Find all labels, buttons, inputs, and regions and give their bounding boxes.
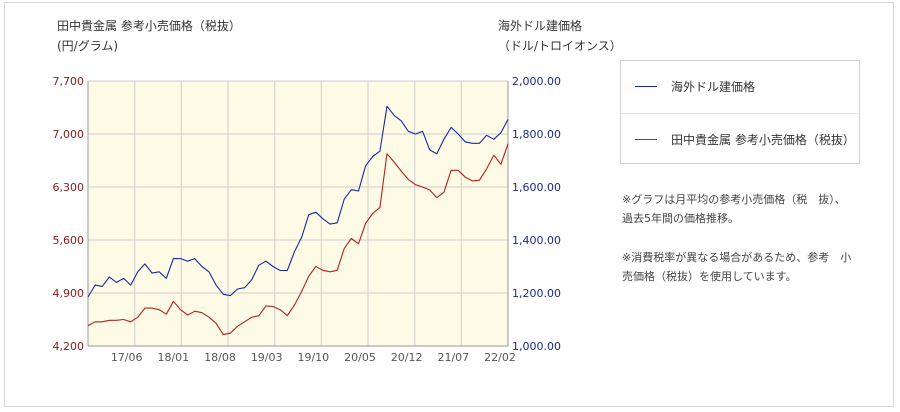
note-tax: ※消費税率が異なる場合があるため、参考 小売価格（税抜）を使用しています。 <box>622 251 852 283</box>
right-tick-label: 1,400.00 <box>512 234 561 247</box>
right-tick-label: 1,000.00 <box>512 340 561 353</box>
left-axis-title: 田中貴金属 参考小売価格（税抜） <box>57 19 241 33</box>
x-tick-label: 19/03 <box>251 351 283 364</box>
legend-swatch-usd <box>635 86 657 87</box>
x-tick-label: 17/06 <box>111 351 143 364</box>
legend-swatch-jpy <box>635 139 657 140</box>
x-tick-label: 21/07 <box>437 351 469 364</box>
left-tick-label: 6,300 <box>53 181 85 194</box>
note-monthly-average: ※グラフは月平均の参考小売価格（税 抜）、過去5年間の価格推移。 <box>622 193 846 225</box>
x-tick-label: 22/02 <box>484 351 516 364</box>
legend-label-usd: 海外ドル建価格 <box>671 80 756 94</box>
x-tick-label: 18/08 <box>204 351 236 364</box>
plot-area <box>88 81 508 346</box>
x-tick-label: 20/12 <box>391 351 423 364</box>
right-tick-label: 1,200.00 <box>512 287 561 300</box>
left-axis-unit: (円/グラム) <box>57 39 119 53</box>
left-tick-label: 7,000 <box>53 128 85 141</box>
chart-legend: 海外ドル建価格 田中貴金属 参考小売価格（税抜） <box>620 60 861 166</box>
right-tick-label: 1,800.00 <box>512 128 561 141</box>
left-tick-label: 5,600 <box>53 234 85 247</box>
x-tick-label: 20/05 <box>344 351 376 364</box>
right-axis-unit: （ドル/トロイオンス） <box>498 39 622 53</box>
legend-item-jpy: 田中貴金属 参考小売価格（税抜） <box>621 113 861 166</box>
series-line-jpy <box>87 143 509 336</box>
series-line-usd <box>87 105 509 298</box>
left-tick-label: 4,200 <box>53 340 85 353</box>
legend-item-usd: 海外ドル建価格 <box>621 61 861 113</box>
x-tick-label: 18/01 <box>157 351 189 364</box>
right-axis-title: 海外ドル建価格 <box>498 19 583 33</box>
x-tick-label: 19/10 <box>297 351 329 364</box>
left-tick-label: 7,700 <box>53 75 85 88</box>
legend-label-jpy: 田中貴金属 参考小売価格（税抜） <box>671 133 855 147</box>
right-tick-label: 1,600.00 <box>512 181 561 194</box>
right-tick-label: 2,000.00 <box>512 75 561 88</box>
chart-panel <box>4 2 894 407</box>
left-tick-label: 4,900 <box>53 287 85 300</box>
